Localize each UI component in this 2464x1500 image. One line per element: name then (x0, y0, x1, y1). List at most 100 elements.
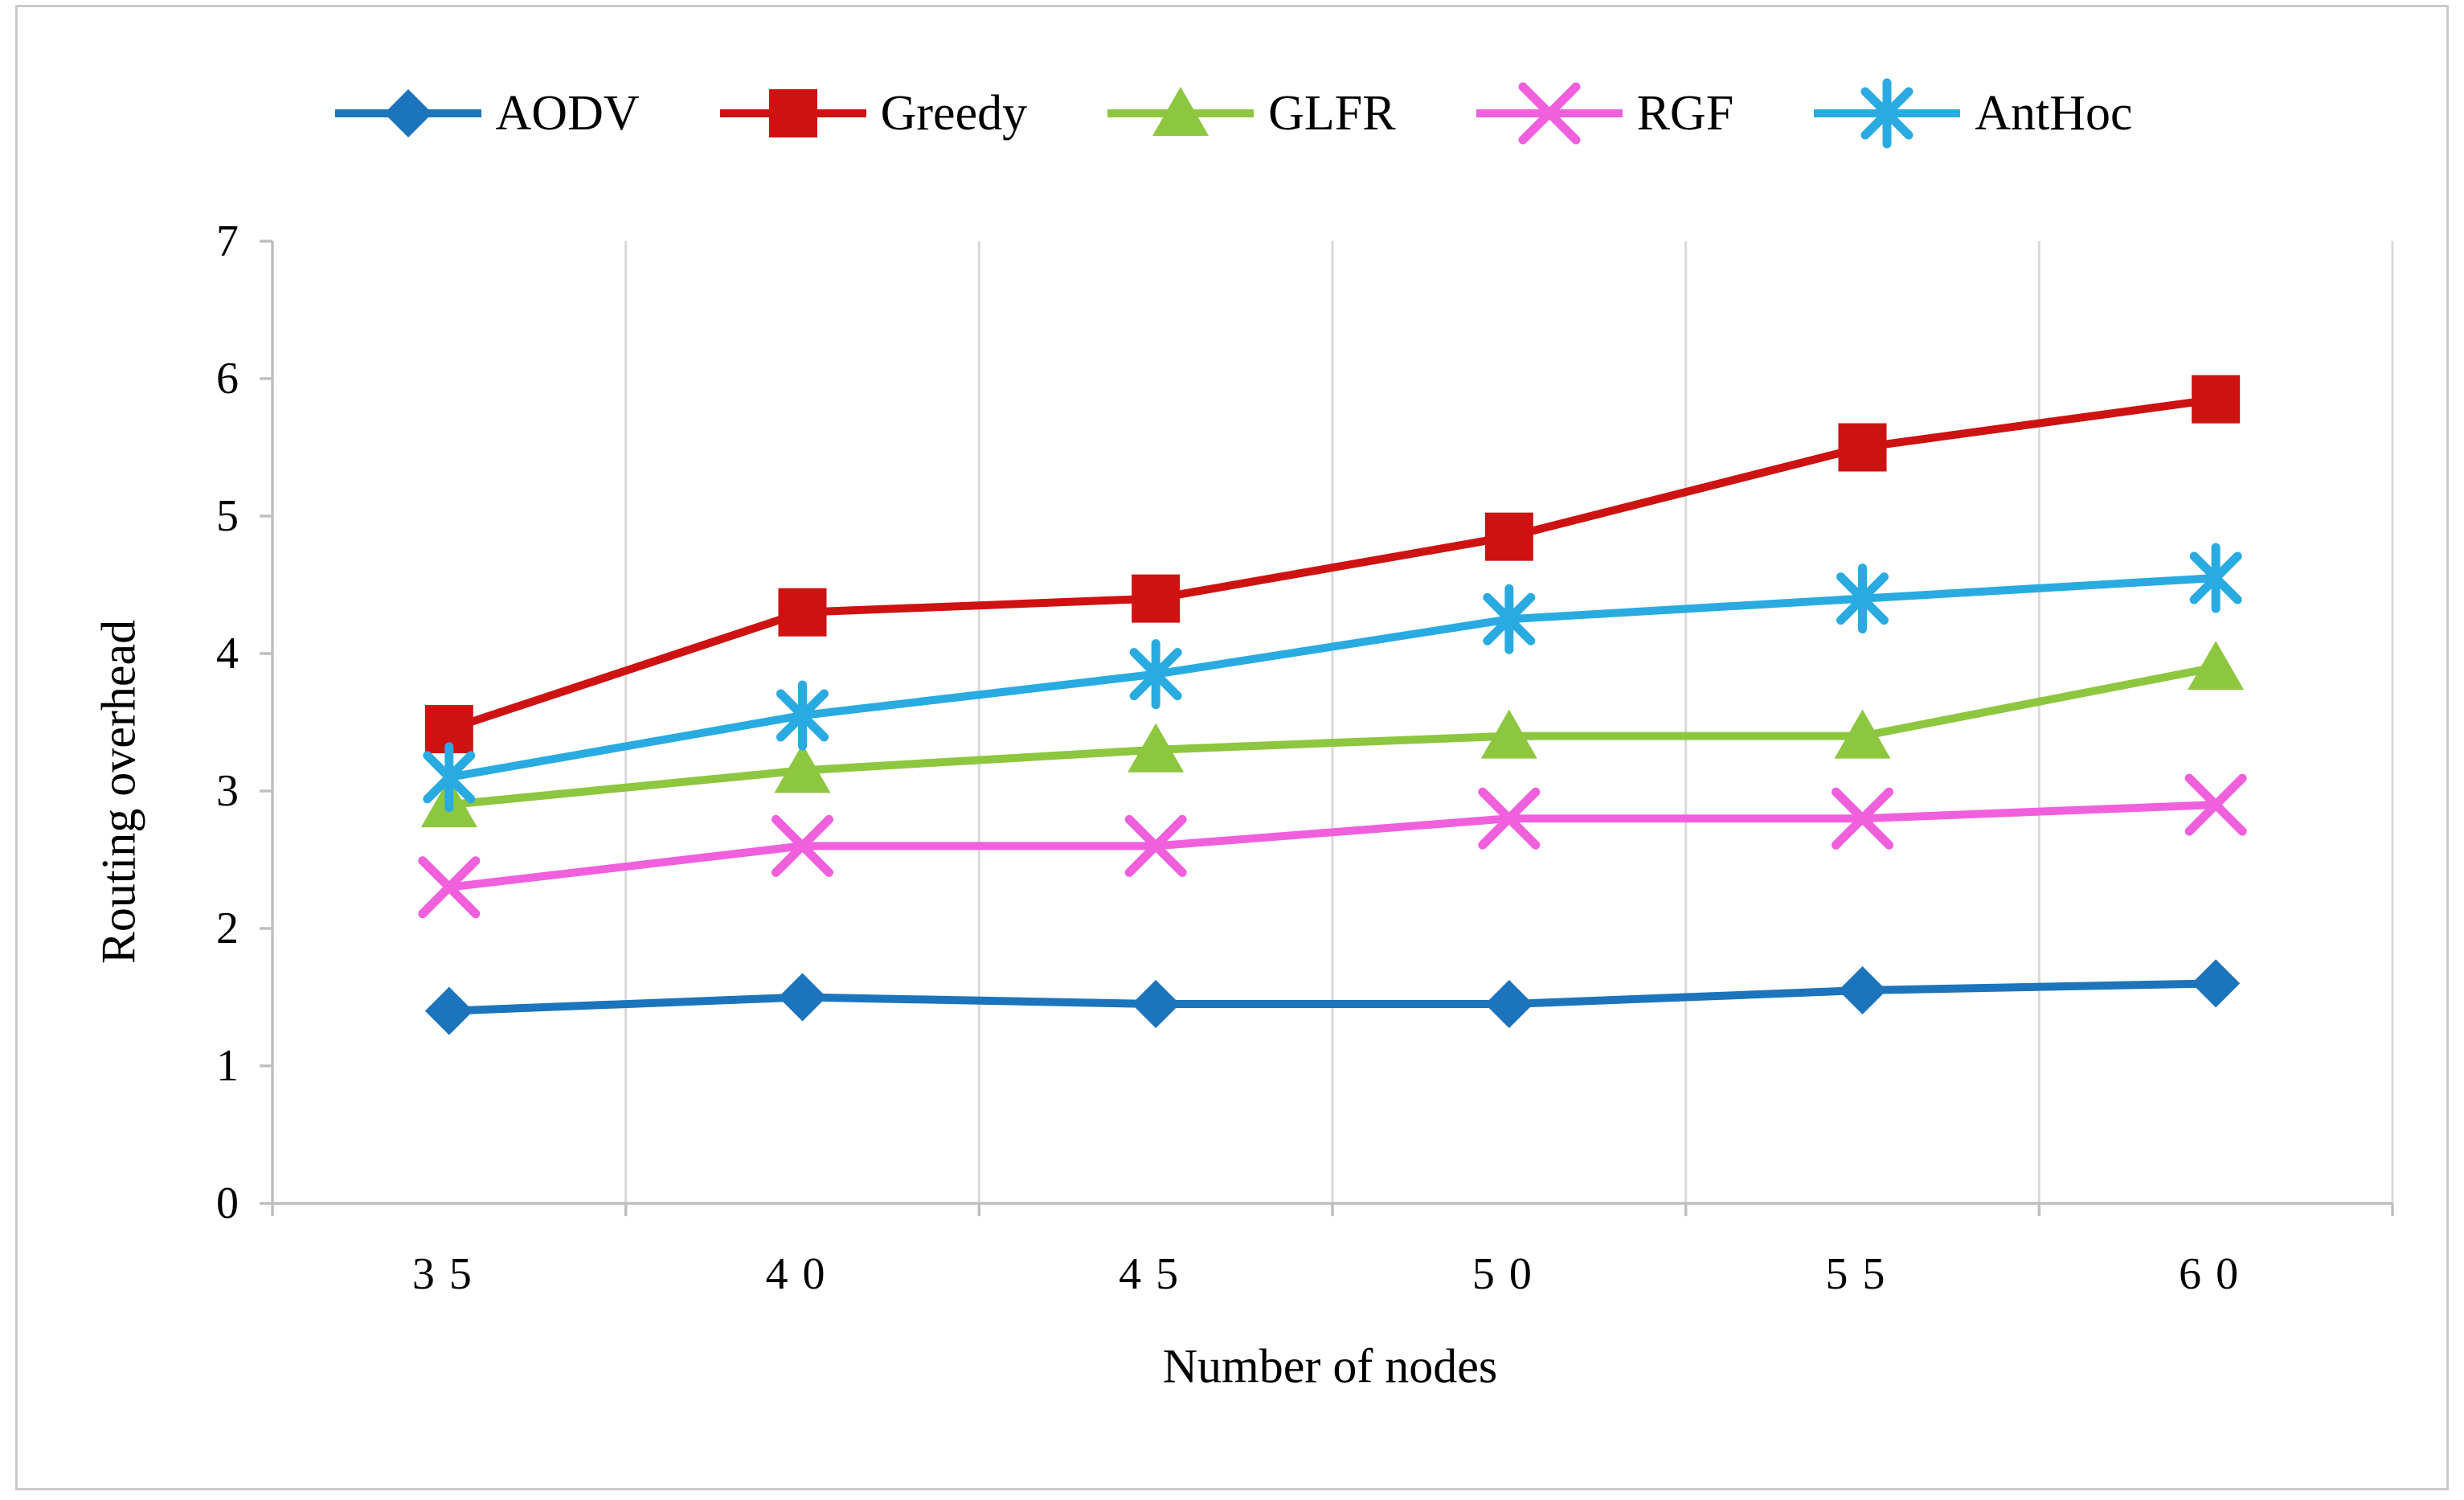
square-shape (2192, 375, 2241, 424)
legend-label: AODV (495, 86, 640, 141)
asterisk-stroke (1483, 592, 1536, 645)
asterisk-stroke (1836, 572, 1889, 625)
legend-marker-triangle-icon (1107, 87, 1255, 136)
asterisk-marker (2189, 543, 2242, 613)
asterisk-marker (423, 742, 476, 813)
square-shape (768, 89, 817, 137)
legend-label: AntHoc (1975, 86, 2133, 141)
x-marker (1478, 787, 1541, 850)
triangle-shape (1152, 87, 1209, 136)
y-axis-title: Routing overhead (92, 619, 145, 965)
asterisk-marker (1836, 564, 1889, 634)
triangle-shape (1834, 709, 1891, 759)
y-tick-label: 1 (216, 1041, 239, 1091)
chart-legend: AODV Greedy GLFR RGF AntHoc (0, 77, 2464, 150)
square-marker (2192, 375, 2241, 424)
legend-marker-asterisk-icon (1814, 78, 1961, 149)
x-stroke (2184, 773, 2247, 836)
diamond-marker (383, 89, 432, 137)
x-marker (418, 856, 481, 919)
asterisk-marker (1860, 78, 1913, 149)
legend-label: Greedy (880, 86, 1028, 141)
y-tick-label: 5 (216, 491, 239, 541)
triangle-shape (1128, 723, 1185, 773)
diamond-shape (778, 973, 827, 1022)
legend-item-anthoc: AntHoc (1811, 77, 2132, 150)
series-anthoc (423, 543, 2242, 813)
diamond-marker (1838, 965, 1887, 1014)
x-axis-title: Number of nodes (1162, 1339, 1498, 1393)
series-rgf (418, 773, 2247, 919)
legend-marker-x-icon (1476, 82, 1623, 145)
asterisk-marker (1129, 639, 1182, 710)
triangle-marker (1128, 723, 1185, 773)
diamond-marker (2192, 959, 2241, 1008)
y-tick-label: 6 (216, 354, 239, 404)
legend-marker-diamond-icon (334, 89, 481, 137)
square-marker (778, 588, 827, 637)
x-stroke (418, 856, 481, 919)
asterisk-marker (776, 680, 829, 751)
square-marker (1132, 574, 1181, 623)
legend-label: RGF (1636, 86, 1734, 141)
x-stroke (1518, 82, 1581, 145)
diamond-shape (1484, 980, 1533, 1029)
x-tick-label: 40 (766, 1249, 840, 1299)
x-marker (2184, 773, 2247, 836)
asterisk-stroke (1129, 648, 1182, 701)
x-marker (772, 814, 833, 877)
triangle-marker (1480, 709, 1537, 759)
series-aodv (424, 959, 2241, 1035)
series-line (448, 573, 2216, 781)
diamond-marker (424, 986, 473, 1035)
diamond-marker (778, 973, 827, 1022)
diamond-shape (2192, 959, 2241, 1008)
triangle-marker (1152, 87, 1209, 136)
asterisk-stroke (1860, 87, 1913, 140)
x-stroke (1832, 787, 1893, 850)
triangle-shape (1480, 709, 1537, 759)
triangle-marker (1834, 709, 1891, 759)
asterisk-marker (1483, 584, 1536, 654)
diamond-shape (424, 986, 473, 1035)
x-tick-label: 55 (1826, 1249, 1900, 1299)
square-shape (1838, 423, 1887, 472)
diamond-shape (1838, 965, 1887, 1014)
x-stroke (772, 814, 833, 877)
triangle-marker (774, 744, 831, 793)
series-glfr (420, 641, 2245, 828)
x-stroke (1478, 787, 1541, 850)
legend-label: GLFR (1268, 86, 1396, 141)
square-shape (778, 588, 827, 637)
series-line (448, 979, 2216, 1015)
x-tick-label: 50 (1472, 1249, 1546, 1299)
series-greedy (424, 375, 2241, 754)
legend-item-glfr: GLFR (1104, 77, 1396, 150)
asterisk-stroke (2189, 551, 2242, 605)
y-tick-label: 7 (216, 216, 239, 266)
x-tick-label: 60 (2179, 1249, 2253, 1299)
asterisk-stroke (776, 689, 829, 742)
diamond-marker (1132, 980, 1181, 1029)
x-marker (1124, 814, 1187, 877)
square-marker (768, 89, 817, 137)
diamond-shape (383, 89, 432, 137)
asterisk-stroke (423, 751, 476, 804)
y-tick-label: 4 (216, 629, 239, 678)
x-stroke (1124, 814, 1187, 877)
diamond-shape (1132, 980, 1181, 1029)
legend-item-rgf: RGF (1473, 77, 1734, 150)
square-shape (1484, 512, 1533, 561)
triangle-marker (2188, 641, 2245, 691)
y-tick-label: 2 (216, 904, 239, 953)
x-marker (1518, 82, 1581, 145)
series-line (448, 395, 2216, 733)
triangle-shape (2188, 641, 2245, 691)
y-tick-label: 3 (216, 766, 239, 816)
legend-item-aodv: AODV (332, 77, 640, 150)
diamond-marker (1484, 980, 1533, 1029)
square-shape (1132, 574, 1181, 623)
legend-item-greedy: Greedy (717, 77, 1027, 150)
legend-marker-square-icon (719, 89, 866, 137)
